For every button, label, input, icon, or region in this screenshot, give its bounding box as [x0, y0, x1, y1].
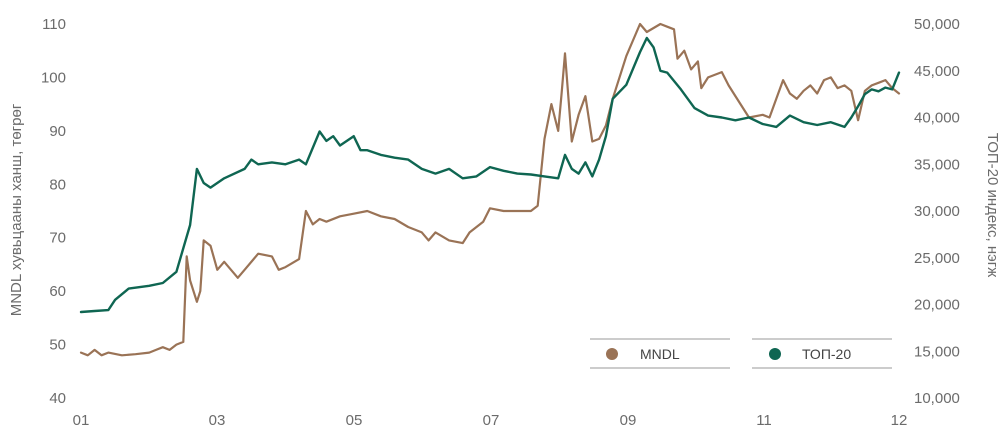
right-tick-label: 25,000: [914, 250, 960, 267]
left-axis-label: MNDL хувьцааны ханш, төгрөг: [8, 103, 25, 316]
plot-area: [79, 22, 901, 357]
right-tick-label: 20,000: [914, 297, 960, 314]
right-axis-label: ТОП-20 индекс, нэгж: [984, 133, 1001, 278]
legend-item-top20: ТОП-20: [752, 338, 892, 369]
right-tick-label: 40,000: [914, 110, 960, 127]
left-tick-label: 110: [42, 16, 66, 33]
x-tick-label: 05: [346, 412, 363, 429]
x-tick-label: 07: [483, 412, 500, 429]
series-line-mndl: [79, 22, 901, 357]
right-tick-label: 35,000: [914, 156, 960, 173]
left-tick-label: 60: [49, 283, 66, 300]
legend-label-mndl: MNDL: [640, 346, 680, 362]
left-axis-title: MNDL хувьцааны ханш, төгрөг: [8, 103, 25, 316]
x-tick-label: 01: [73, 412, 90, 429]
left-tick-label: 80: [49, 176, 66, 193]
legend-marker-mndl: [606, 348, 618, 360]
right-tick-label: 45,000: [914, 63, 960, 80]
left-tick-label: 70: [49, 230, 66, 247]
x-tick-label: 12: [891, 412, 908, 429]
series-line-top20: [79, 36, 901, 314]
left-tick-label: 100: [41, 69, 66, 86]
x-tick-label: 09: [620, 412, 637, 429]
left-tick-label: 50: [49, 337, 66, 354]
left-tick-label: 40: [49, 390, 66, 407]
right-tick-label: 30,000: [914, 203, 960, 220]
legend-label-top20: ТОП-20: [802, 346, 851, 362]
right-tick-label: 50,000: [914, 16, 960, 33]
right-tick-label: 15,000: [914, 343, 960, 360]
left-axis: 40 50 60 70 80 90 100 110: [41, 16, 66, 407]
right-axis-title: ТОП-20 индекс, нэгж: [984, 133, 1001, 278]
right-tick-label: 10,000: [914, 390, 960, 407]
left-tick-label: 90: [49, 123, 66, 140]
legend-marker-top20: [769, 348, 781, 360]
right-axis: 10,000 15,000 20,000 25,000 30,000 35,000 40,0…: [914, 16, 960, 407]
x-tick-label: 03: [209, 412, 226, 429]
legend-item-mndl: MNDL: [590, 338, 730, 369]
x-axis: 01 03 05 07 09 11 12: [73, 412, 908, 429]
legend: MNDL ТОП-20: [590, 338, 892, 369]
x-tick-label: 11: [756, 412, 772, 429]
